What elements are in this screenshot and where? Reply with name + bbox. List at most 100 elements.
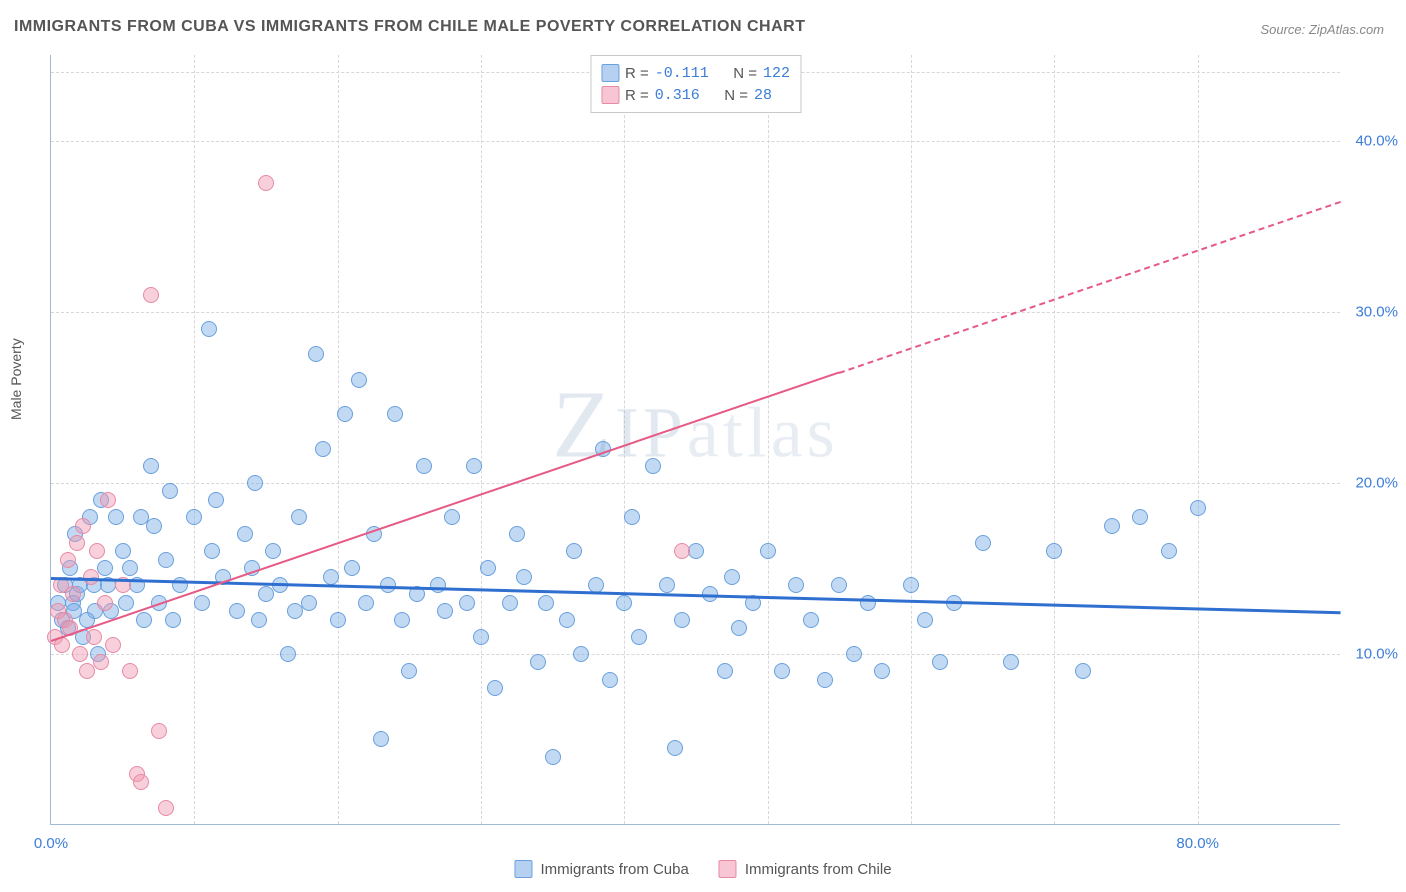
y-axis-label: Male Poverty bbox=[8, 338, 24, 420]
data-point bbox=[258, 586, 274, 602]
plot-area: ZIPatlas R = -0.111 N = 122 R = 0.316 N … bbox=[50, 55, 1340, 825]
data-point bbox=[330, 612, 346, 628]
data-point bbox=[287, 603, 303, 619]
y-tick-label: 40.0% bbox=[1355, 132, 1398, 149]
data-point bbox=[437, 603, 453, 619]
data-point bbox=[932, 654, 948, 670]
data-point bbox=[258, 175, 274, 191]
legend-swatch bbox=[601, 86, 619, 104]
data-point bbox=[459, 595, 475, 611]
legend-label: Immigrants from Chile bbox=[745, 861, 892, 878]
data-point bbox=[659, 577, 675, 593]
data-point bbox=[631, 629, 647, 645]
n-value: 122 bbox=[763, 65, 790, 82]
data-point bbox=[724, 569, 740, 585]
data-point bbox=[803, 612, 819, 628]
data-point bbox=[265, 543, 281, 559]
data-point bbox=[373, 731, 389, 747]
data-point bbox=[444, 509, 460, 525]
data-point bbox=[83, 569, 99, 585]
data-point bbox=[466, 458, 482, 474]
data-point bbox=[774, 663, 790, 679]
data-point bbox=[903, 577, 919, 593]
y-tick-label: 20.0% bbox=[1355, 474, 1398, 491]
data-point bbox=[122, 560, 138, 576]
data-point bbox=[65, 586, 81, 602]
data-point bbox=[204, 543, 220, 559]
data-point bbox=[573, 646, 589, 662]
data-point bbox=[860, 595, 876, 611]
grid-line-v bbox=[1054, 55, 1055, 824]
data-point bbox=[344, 560, 360, 576]
data-point bbox=[416, 458, 432, 474]
x-tick-label: 80.0% bbox=[1176, 835, 1219, 852]
data-point bbox=[115, 543, 131, 559]
data-point bbox=[229, 603, 245, 619]
data-point bbox=[1046, 543, 1062, 559]
grid-line-v bbox=[911, 55, 912, 824]
data-point bbox=[122, 663, 138, 679]
grid-line-v bbox=[624, 55, 625, 824]
legend-item: Immigrants from Chile bbox=[719, 860, 892, 878]
data-point bbox=[874, 663, 890, 679]
grid-line-h bbox=[51, 654, 1340, 655]
data-point bbox=[351, 372, 367, 388]
grid-line-v bbox=[481, 55, 482, 824]
chart-title: IMMIGRANTS FROM CUBA VS IMMIGRANTS FROM … bbox=[14, 18, 805, 36]
source-attribution: Source: ZipAtlas.com bbox=[1260, 22, 1384, 37]
data-point bbox=[480, 560, 496, 576]
data-point bbox=[133, 774, 149, 790]
data-point bbox=[308, 346, 324, 362]
data-point bbox=[247, 475, 263, 491]
data-point bbox=[146, 518, 162, 534]
data-point bbox=[674, 543, 690, 559]
data-point bbox=[93, 654, 109, 670]
data-point bbox=[667, 740, 683, 756]
data-point bbox=[158, 800, 174, 816]
data-point bbox=[337, 406, 353, 422]
legend-swatch bbox=[514, 860, 532, 878]
data-point bbox=[69, 535, 85, 551]
legend-row: R = 0.316 N = 28 bbox=[601, 84, 790, 106]
regression-line-dashed bbox=[839, 200, 1341, 373]
grid-line-v bbox=[194, 55, 195, 824]
data-point bbox=[1132, 509, 1148, 525]
data-point bbox=[566, 543, 582, 559]
legend-item: Immigrants from Cuba bbox=[514, 860, 688, 878]
data-point bbox=[186, 509, 202, 525]
data-point bbox=[394, 612, 410, 628]
data-point bbox=[237, 526, 253, 542]
series-legend: Immigrants from Cuba Immigrants from Chil… bbox=[514, 860, 891, 878]
data-point bbox=[1190, 500, 1206, 516]
legend-label: Immigrants from Cuba bbox=[540, 861, 688, 878]
grid-line-v bbox=[1198, 55, 1199, 824]
data-point bbox=[917, 612, 933, 628]
data-point bbox=[624, 509, 640, 525]
data-point bbox=[100, 492, 116, 508]
data-point bbox=[975, 535, 991, 551]
legend-swatch bbox=[719, 860, 737, 878]
data-point bbox=[315, 441, 331, 457]
y-tick-label: 30.0% bbox=[1355, 303, 1398, 320]
legend-swatch bbox=[601, 64, 619, 82]
data-point bbox=[143, 458, 159, 474]
x-tick-label: 0.0% bbox=[34, 835, 68, 852]
data-point bbox=[72, 646, 88, 662]
data-point bbox=[487, 680, 503, 696]
data-point bbox=[97, 595, 113, 611]
data-point bbox=[401, 663, 417, 679]
y-tick-label: 10.0% bbox=[1355, 645, 1398, 662]
data-point bbox=[60, 552, 76, 568]
data-point bbox=[143, 287, 159, 303]
data-point bbox=[105, 637, 121, 653]
grid-line-v bbox=[768, 55, 769, 824]
data-point bbox=[194, 595, 210, 611]
data-point bbox=[118, 595, 134, 611]
data-point bbox=[831, 577, 847, 593]
data-point bbox=[89, 543, 105, 559]
data-point bbox=[251, 612, 267, 628]
correlation-legend: R = -0.111 N = 122 R = 0.316 N = 28 bbox=[590, 55, 801, 113]
data-point bbox=[158, 552, 174, 568]
data-point bbox=[151, 723, 167, 739]
data-point bbox=[530, 654, 546, 670]
